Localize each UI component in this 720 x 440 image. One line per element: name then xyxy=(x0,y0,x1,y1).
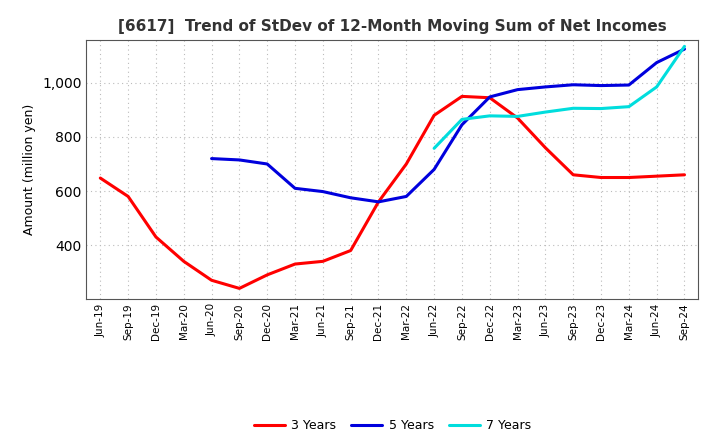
3 Years xyxy=(458,94,467,99)
Title: [6617]  Trend of StDev of 12-Month Moving Sum of Net Incomes: [6617] Trend of StDev of 12-Month Moving… xyxy=(118,19,667,34)
3 Years xyxy=(152,235,161,240)
3 Years xyxy=(124,194,132,199)
3 Years xyxy=(374,199,383,205)
3 Years xyxy=(402,161,410,167)
7 Years xyxy=(541,110,550,115)
3 Years xyxy=(652,173,661,179)
Line: 3 Years: 3 Years xyxy=(100,96,685,288)
7 Years xyxy=(624,104,633,109)
5 Years xyxy=(569,82,577,88)
Legend: 3 Years, 5 Years, 7 Years: 3 Years, 5 Years, 7 Years xyxy=(248,414,536,437)
Line: 7 Years: 7 Years xyxy=(434,46,685,148)
7 Years xyxy=(513,114,522,119)
7 Years xyxy=(569,106,577,111)
5 Years xyxy=(624,82,633,88)
3 Years xyxy=(485,95,494,100)
3 Years xyxy=(513,115,522,121)
7 Years xyxy=(458,117,467,122)
5 Years xyxy=(458,122,467,128)
3 Years xyxy=(318,259,327,264)
3 Years xyxy=(597,175,606,180)
5 Years xyxy=(263,161,271,167)
5 Years xyxy=(291,186,300,191)
5 Years xyxy=(346,195,355,201)
5 Years xyxy=(652,60,661,65)
5 Years xyxy=(402,194,410,199)
3 Years xyxy=(235,286,243,291)
3 Years xyxy=(541,145,550,150)
5 Years xyxy=(541,84,550,90)
5 Years xyxy=(485,94,494,99)
7 Years xyxy=(430,146,438,151)
5 Years xyxy=(597,83,606,88)
3 Years xyxy=(96,176,104,181)
7 Years xyxy=(680,44,689,49)
3 Years xyxy=(346,248,355,253)
7 Years xyxy=(597,106,606,111)
7 Years xyxy=(485,113,494,118)
7 Years xyxy=(652,84,661,90)
3 Years xyxy=(207,278,216,283)
5 Years xyxy=(430,167,438,172)
3 Years xyxy=(624,175,633,180)
Y-axis label: Amount (million yen): Amount (million yen) xyxy=(24,104,37,235)
Line: 5 Years: 5 Years xyxy=(212,49,685,202)
3 Years xyxy=(569,172,577,177)
5 Years xyxy=(318,189,327,194)
5 Years xyxy=(235,157,243,162)
3 Years xyxy=(263,272,271,278)
3 Years xyxy=(179,259,188,264)
5 Years xyxy=(513,87,522,92)
5 Years xyxy=(207,156,216,161)
5 Years xyxy=(374,199,383,205)
5 Years xyxy=(680,47,689,52)
3 Years xyxy=(291,261,300,267)
3 Years xyxy=(680,172,689,177)
3 Years xyxy=(430,113,438,118)
